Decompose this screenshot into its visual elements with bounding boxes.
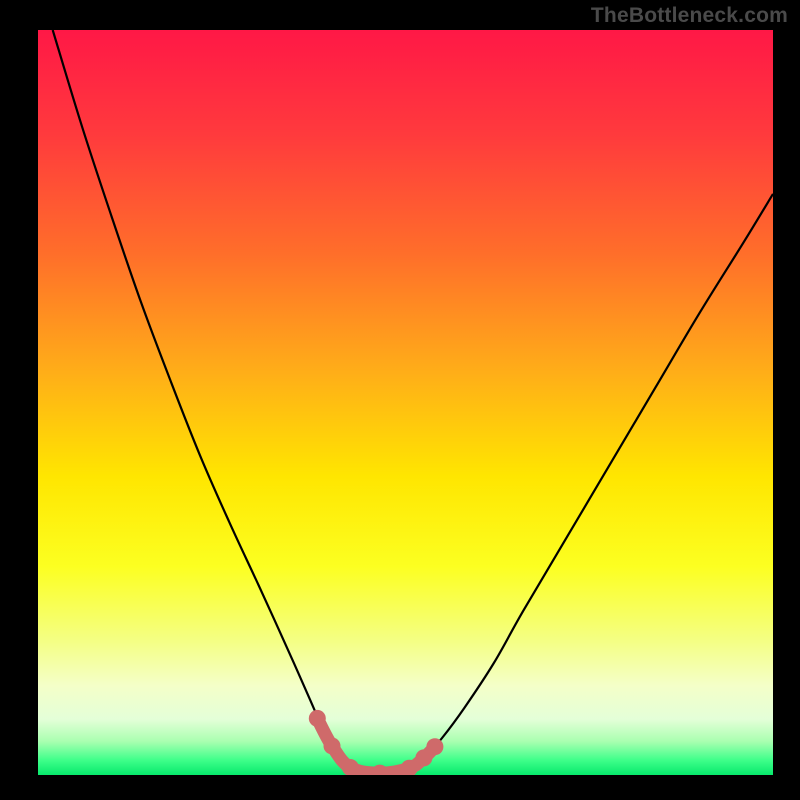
- attribution-watermark: TheBottleneck.com: [591, 4, 788, 28]
- plot-overlay-svg: [38, 30, 773, 775]
- highlight-marker: [371, 765, 388, 775]
- highlight-marker: [426, 738, 443, 755]
- chart-root: TheBottleneck.com: [0, 0, 800, 800]
- plot-area: [38, 30, 773, 775]
- highlight-marker: [309, 710, 326, 727]
- highlight-marker: [324, 737, 341, 754]
- main-curve: [53, 30, 773, 774]
